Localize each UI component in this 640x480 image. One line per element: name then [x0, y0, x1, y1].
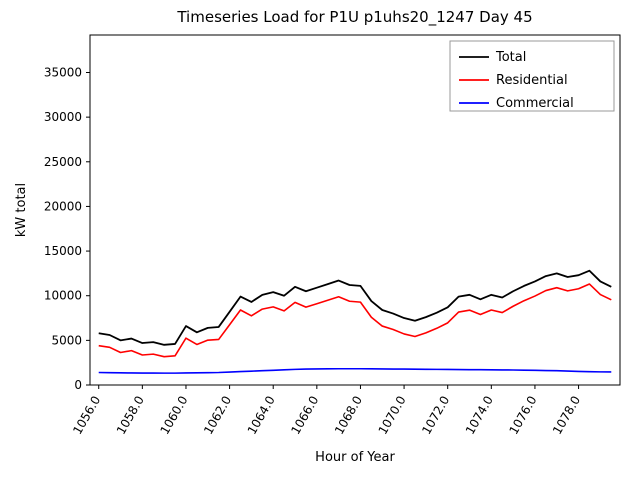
y-tick-label: 10000	[44, 289, 82, 303]
x-tick-label: 1072.0	[419, 394, 452, 437]
y-tick-label: 35000	[44, 66, 82, 80]
x-tick-label: 1078.0	[550, 394, 583, 437]
y-tick-label: 25000	[44, 155, 82, 169]
series-line-residential	[98, 283, 612, 358]
legend: Total Residential Commercial	[449, 40, 615, 112]
series-line-commercial	[98, 367, 612, 374]
axes-frame	[89, 34, 621, 386]
x-tick-label: 1070.0	[376, 394, 409, 437]
y-tick-label: 20000	[44, 199, 82, 213]
x-tick-label: 1062.0	[201, 394, 234, 437]
x-tick-label: 1060.0	[157, 394, 190, 437]
y-tick-label: 0	[74, 378, 82, 392]
y-tick-label: 5000	[51, 333, 82, 347]
legend-box	[449, 40, 615, 112]
x-tick-label: 1076.0	[506, 394, 539, 437]
chart-title: Timeseries Load for P1U p1uhs20_1247 Day…	[177, 8, 533, 26]
series-line-total	[98, 269, 612, 346]
x-tick-label: 1058.0	[114, 394, 147, 437]
x-tick-label: 1066.0	[288, 394, 321, 437]
y-tick-label: 30000	[44, 110, 82, 124]
x-axis-label: Hour of Year	[315, 450, 395, 465]
legend-label-total: Total	[495, 50, 526, 65]
y-tick-label: 15000	[44, 244, 82, 258]
x-tick-label: 1056.0	[70, 394, 103, 437]
x-tick-label: 1074.0	[463, 394, 496, 437]
x-tick-label: 1068.0	[332, 394, 365, 437]
x-tick-label: 1064.0	[245, 394, 278, 437]
legend-label-residential: Residential	[496, 73, 568, 88]
legend-label-commercial: Commercial	[496, 96, 574, 111]
